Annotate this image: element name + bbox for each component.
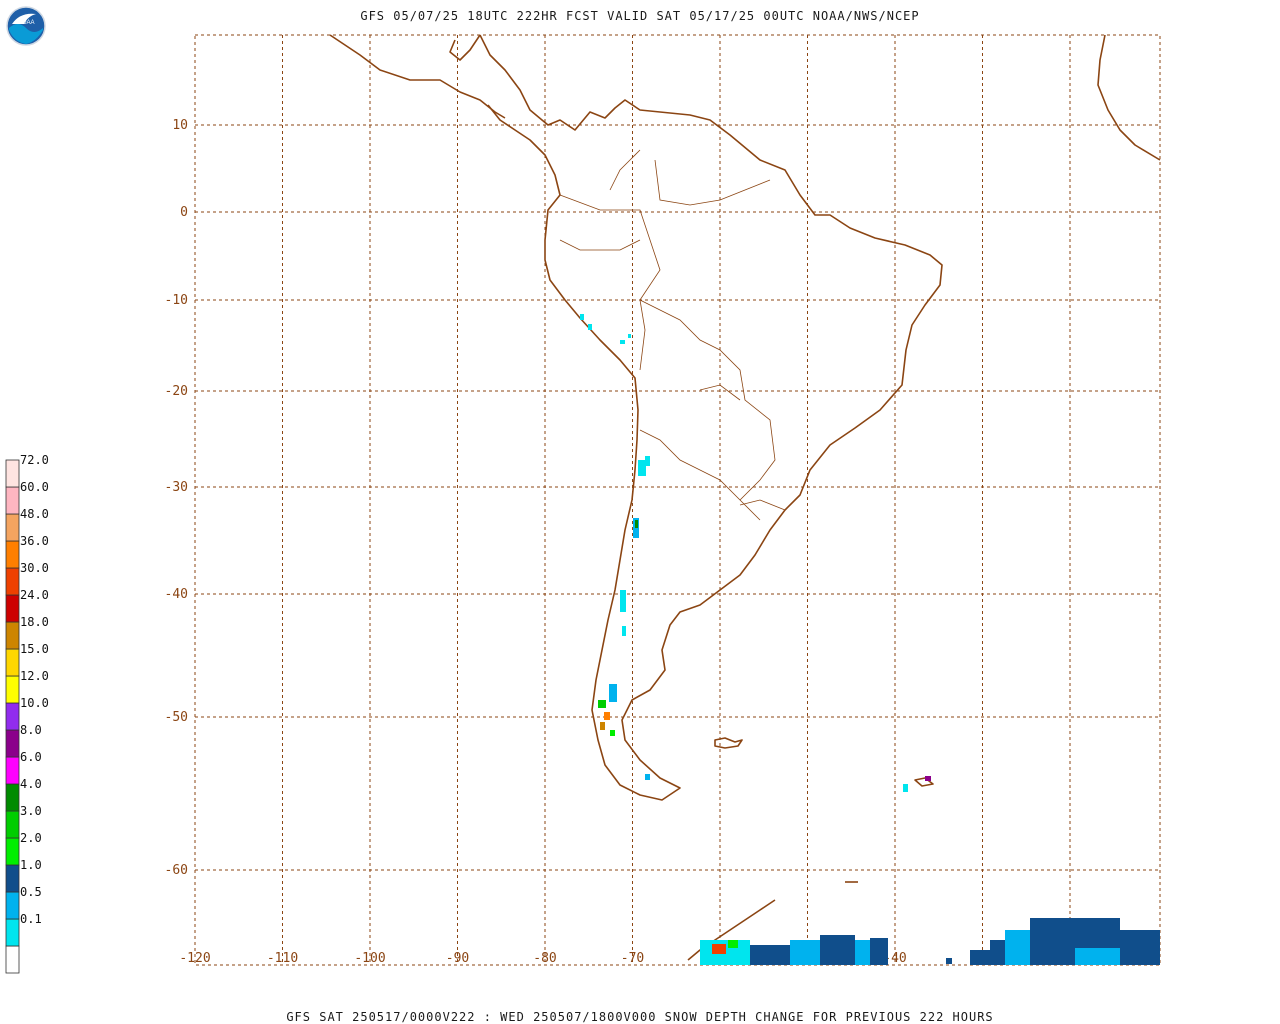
colorbar-swatch: [5, 621, 20, 650]
colorbar-label: 12.0: [20, 669, 49, 683]
lat-label: -30: [165, 480, 188, 495]
colorbar-swatch: [5, 864, 20, 893]
colorbar-label: 6.0: [20, 750, 42, 764]
colorbar-label: 30.0: [20, 561, 49, 575]
lon-label: -110: [267, 951, 298, 966]
lat-lon-grid: [194, 34, 1161, 966]
colorbar-label: 10.0: [20, 696, 49, 710]
colorbar-label: 2.0: [20, 831, 42, 845]
colorbar-label: 72.0: [20, 453, 49, 467]
colorbar-swatch: [5, 567, 20, 596]
map-plot: 0.1 0.5 1.0 2.0 3.0 4.0 6.0 8.0 10.0 12.0 15.0 18.0…: [5, 34, 1161, 974]
lon-label: -40: [883, 951, 906, 966]
colorbar-swatch: [5, 891, 20, 920]
country-borders: [559, 149, 786, 521]
map-footer: GFS SAT 250517/0000V222 : WED 250507/180…: [286, 1010, 994, 1024]
lon-label: -100: [354, 951, 385, 966]
colorbar-legend: 0.1 0.5 1.0 2.0 3.0 4.0 6.0 8.0 10.0 12.0 15.0 18.0…: [5, 453, 49, 974]
colorbar-label: 0.1: [20, 912, 42, 926]
lon-label: -70: [621, 951, 644, 966]
lat-label: 0: [180, 205, 188, 220]
colorbar-label: 8.0: [20, 723, 42, 737]
lat-label: 10: [172, 118, 188, 133]
south-america-coast: [479, 34, 943, 801]
colorbar-swatch: [5, 810, 20, 839]
colorbar-label: 15.0: [20, 642, 49, 656]
colorbar-label: 1.0: [20, 858, 42, 872]
colorbar-swatch: [5, 945, 20, 974]
colorbar-swatch: [5, 594, 20, 623]
colorbar-label: 4.0: [20, 777, 42, 791]
snow-depth-change-field: [580, 314, 1160, 965]
colorbar-label: 24.0: [20, 588, 49, 602]
lon-label: -120: [179, 951, 210, 966]
lon-label: -80: [533, 951, 556, 966]
caribbean-coast: [449, 34, 481, 61]
lat-label: -60: [165, 863, 188, 878]
colorbar-swatch: [5, 837, 20, 866]
lat-label: -40: [165, 587, 188, 602]
colorbar-label: 60.0: [20, 480, 49, 494]
africa-coast: [1097, 34, 1161, 161]
colorbar-swatch: [5, 513, 20, 542]
colorbar-swatch: [5, 675, 20, 704]
central-america-coast: [329, 34, 506, 119]
map-title: GFS 05/07/25 18UTC 222HR FCST VALID SAT …: [360, 9, 920, 23]
lat-label: -50: [165, 710, 188, 725]
lat-label: -10: [165, 293, 188, 308]
colorbar-label: 36.0: [20, 534, 49, 548]
svg-text:NOAA: NOAA: [17, 20, 34, 26]
colorbar-label: 3.0: [20, 804, 42, 818]
colorbar-swatch: [5, 540, 20, 569]
colorbar-swatch: [5, 729, 20, 758]
colorbar-swatch: [5, 918, 20, 947]
colorbar-swatch: [5, 648, 20, 677]
lon-label: -90: [446, 951, 469, 966]
colorbar-swatch: [5, 486, 20, 515]
noaa-logo: NOAA: [6, 6, 46, 46]
colorbar-label: 18.0: [20, 615, 49, 629]
coastlines: [329, 34, 1161, 961]
lat-label: -20: [165, 384, 188, 399]
latitude-labels: 10 0 -10 -20 -30 -40 -50 -60: [165, 118, 188, 878]
colorbar-label: 48.0: [20, 507, 49, 521]
falkland-islands: [714, 737, 743, 749]
colorbar-swatch: [5, 702, 20, 731]
colorbar-swatch: [5, 459, 20, 488]
south-georgia-island: [914, 777, 934, 787]
colorbar-swatch: [5, 783, 20, 812]
colorbar-swatch: [5, 756, 20, 785]
colorbar-label: 0.5: [20, 885, 42, 899]
